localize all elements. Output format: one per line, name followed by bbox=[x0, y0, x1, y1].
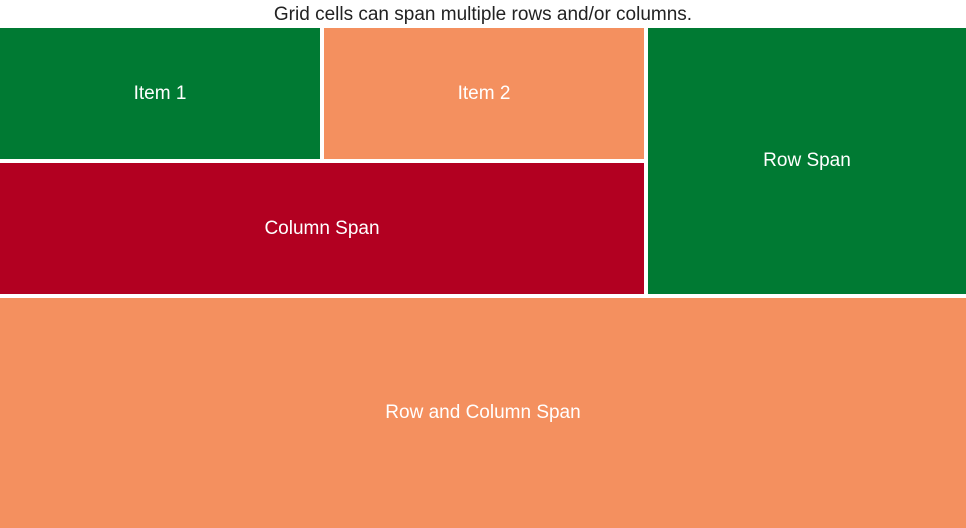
grid-caption: Grid cells can span multiple rows and/or… bbox=[273, 4, 693, 25]
grid-cell-item-1: Item 1 bbox=[0, 28, 320, 159]
grid-cell-row-and-column-span: Row and Column Span bbox=[0, 298, 966, 528]
grid-cell-column-span: Column Span bbox=[0, 163, 644, 294]
grid-cell-item-2: Item 2 bbox=[324, 28, 644, 159]
grid-cell-row-span: Row Span bbox=[648, 28, 966, 294]
span-grid: Item 1 Item 2 Row Span Column Span Row a… bbox=[0, 28, 966, 528]
